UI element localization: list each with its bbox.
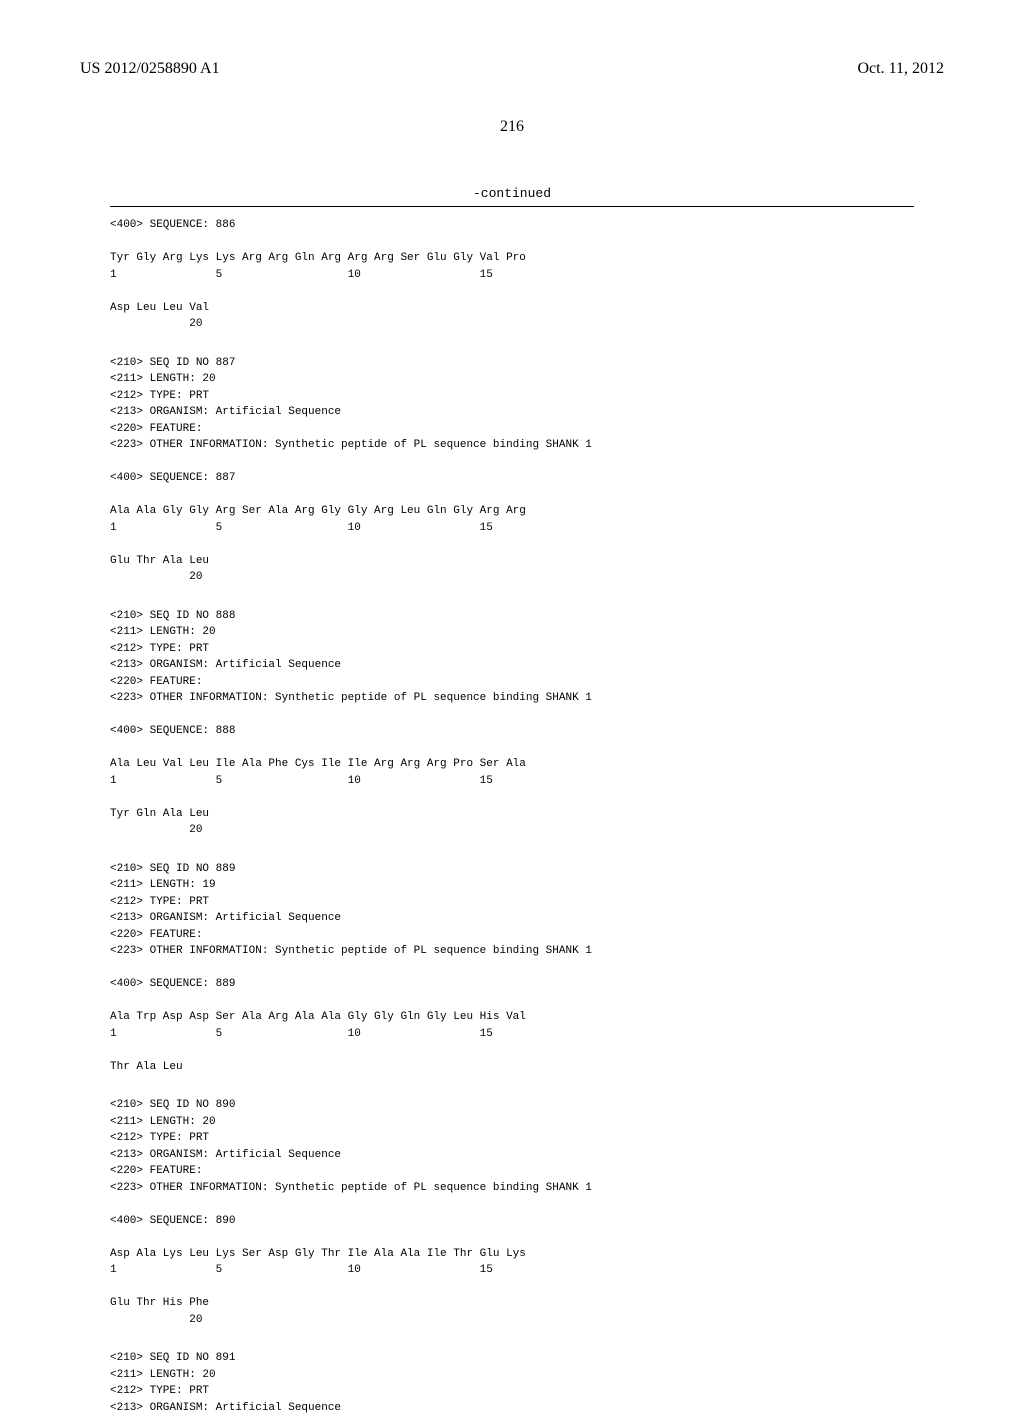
sequence-line: <220> FEATURE:: [110, 1163, 914, 1180]
sequence-listing: <400> SEQUENCE: 886 Tyr Gly Arg Lys Lys …: [110, 206, 914, 1416]
sequence-line: <212> TYPE: PRT: [110, 1383, 914, 1400]
sequence-line: <210> SEQ ID NO 888: [110, 608, 914, 625]
sequence-line: Ala Trp Asp Asp Ser Ala Arg Ala Ala Gly …: [110, 1009, 914, 1026]
sequence-line: <400> SEQUENCE: 886: [110, 217, 914, 234]
sequence-line: <213> ORGANISM: Artificial Sequence: [110, 657, 914, 674]
sequence-line: <212> TYPE: PRT: [110, 641, 914, 658]
sequence-line: <212> TYPE: PRT: [110, 894, 914, 911]
sequence-line: <212> TYPE: PRT: [110, 1130, 914, 1147]
page-header: US 2012/0258890 A1 Oct. 11, 2012: [80, 60, 944, 78]
sequence-block: <210> SEQ ID NO 890<211> LENGTH: 20<212>…: [110, 1097, 914, 1328]
sequence-line: <223> OTHER INFORMATION: Synthetic pepti…: [110, 943, 914, 960]
sequence-line: Asp Ala Lys Leu Lys Ser Asp Gly Thr Ile …: [110, 1246, 914, 1263]
sequence-line: [110, 283, 914, 300]
sequence-line: [110, 536, 914, 553]
sequence-line: <213> ORGANISM: Artificial Sequence: [110, 1147, 914, 1164]
sequence-line: [110, 1042, 914, 1059]
sequence-line: <211> LENGTH: 20: [110, 1367, 914, 1384]
sequence-line: <223> OTHER INFORMATION: Synthetic pepti…: [110, 1180, 914, 1197]
sequence-line: Asp Leu Leu Val: [110, 300, 914, 317]
sequence-line: [110, 993, 914, 1010]
sequence-line: <211> LENGTH: 20: [110, 371, 914, 388]
sequence-line: <220> FEATURE:: [110, 674, 914, 691]
sequence-block: <400> SEQUENCE: 886 Tyr Gly Arg Lys Lys …: [110, 217, 914, 333]
sequence-line: 1 5 10 15: [110, 773, 914, 790]
sequence-line: [110, 454, 914, 471]
sequence-line: <211> LENGTH: 20: [110, 1114, 914, 1131]
sequence-line: <400> SEQUENCE: 888: [110, 723, 914, 740]
sequence-line: Tyr Gly Arg Lys Lys Arg Arg Gln Arg Arg …: [110, 250, 914, 267]
sequence-line: <223> OTHER INFORMATION: Synthetic pepti…: [110, 437, 914, 454]
sequence-block: <210> SEQ ID NO 889<211> LENGTH: 19<212>…: [110, 861, 914, 1076]
page-number: 216: [80, 118, 944, 136]
sequence-line: Thr Ala Leu: [110, 1059, 914, 1076]
publication-date: Oct. 11, 2012: [857, 60, 944, 78]
sequence-line: <213> ORGANISM: Artificial Sequence: [110, 910, 914, 927]
sequence-block: <210> SEQ ID NO 887<211> LENGTH: 20<212>…: [110, 355, 914, 586]
sequence-line: [110, 1229, 914, 1246]
sequence-line: <400> SEQUENCE: 887: [110, 470, 914, 487]
sequence-line: [110, 234, 914, 251]
sequence-block: <210> SEQ ID NO 891<211> LENGTH: 20<212>…: [110, 1350, 914, 1416]
sequence-line: <400> SEQUENCE: 889: [110, 976, 914, 993]
sequence-line: 1 5 10 15: [110, 1026, 914, 1043]
sequence-line: <223> OTHER INFORMATION: Synthetic pepti…: [110, 690, 914, 707]
sequence-line: <220> FEATURE:: [110, 927, 914, 944]
sequence-line: Glu Thr His Phe: [110, 1295, 914, 1312]
sequence-line: [110, 1196, 914, 1213]
sequence-line: <211> LENGTH: 19: [110, 877, 914, 894]
sequence-line: <210> SEQ ID NO 890: [110, 1097, 914, 1114]
sequence-line: <213> ORGANISM: Artificial Sequence: [110, 404, 914, 421]
sequence-line: [110, 960, 914, 977]
sequence-line: <213> ORGANISM: Artificial Sequence: [110, 1400, 914, 1416]
sequence-line: [110, 707, 914, 724]
publication-number: US 2012/0258890 A1: [80, 60, 220, 78]
sequence-line: Ala Leu Val Leu Ile Ala Phe Cys Ile Ile …: [110, 756, 914, 773]
sequence-line: 20: [110, 316, 914, 333]
sequence-line: Ala Ala Gly Gly Arg Ser Ala Arg Gly Gly …: [110, 503, 914, 520]
sequence-line: 1 5 10 15: [110, 520, 914, 537]
sequence-line: [110, 740, 914, 757]
sequence-line: <210> SEQ ID NO 887: [110, 355, 914, 372]
sequence-line: 20: [110, 822, 914, 839]
sequence-line: [110, 1279, 914, 1296]
sequence-line: <211> LENGTH: 20: [110, 624, 914, 641]
sequence-line: <210> SEQ ID NO 889: [110, 861, 914, 878]
sequence-line: <220> FEATURE:: [110, 421, 914, 438]
sequence-line: 1 5 10 15: [110, 267, 914, 284]
sequence-line: Tyr Gln Ala Leu: [110, 806, 914, 823]
sequence-line: <400> SEQUENCE: 890: [110, 1213, 914, 1230]
sequence-line: <210> SEQ ID NO 891: [110, 1350, 914, 1367]
sequence-line: 20: [110, 569, 914, 586]
sequence-line: Glu Thr Ala Leu: [110, 553, 914, 570]
sequence-line: <212> TYPE: PRT: [110, 388, 914, 405]
sequence-line: 1 5 10 15: [110, 1262, 914, 1279]
sequence-line: [110, 487, 914, 504]
sequence-block: <210> SEQ ID NO 888<211> LENGTH: 20<212>…: [110, 608, 914, 839]
sequence-line: [110, 789, 914, 806]
continued-label: -continued: [80, 186, 944, 201]
